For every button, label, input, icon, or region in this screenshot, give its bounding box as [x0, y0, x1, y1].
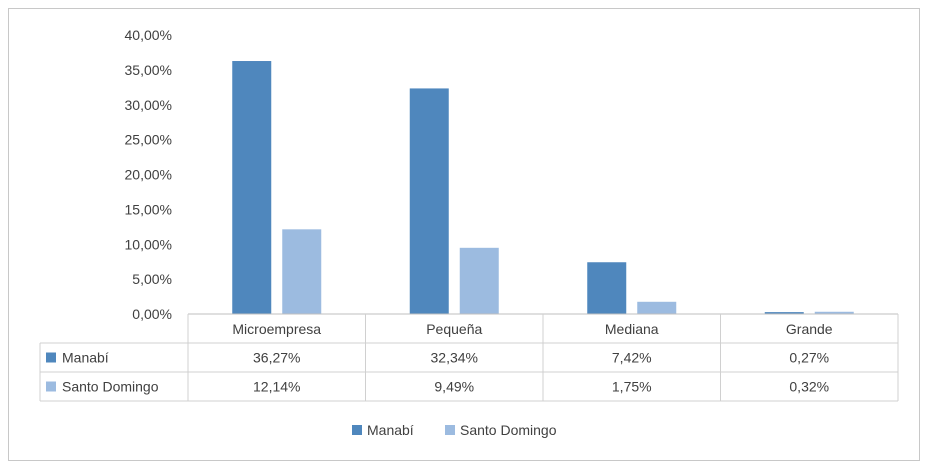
bar-santo-domingo	[814, 311, 854, 314]
legend-swatch	[352, 425, 362, 435]
y-tick-label: 25,00%	[125, 132, 172, 148]
bar-santo-domingo	[282, 229, 322, 314]
category-label: Mediana	[605, 321, 659, 337]
table-legend-key	[46, 352, 56, 363]
bar-manabi	[764, 312, 804, 314]
y-tick-label: 20,00%	[125, 167, 172, 183]
y-tick-label: 30,00%	[125, 97, 172, 113]
y-tick-label: 5,00%	[132, 271, 172, 287]
legend-label: Santo Domingo	[460, 422, 557, 438]
data-value: 7,42%	[612, 350, 652, 366]
y-tick-label: 40,00%	[125, 27, 172, 43]
series-label: Santo Domingo	[62, 379, 159, 395]
legend-swatch	[445, 425, 455, 435]
y-tick-label: 15,00%	[125, 201, 172, 217]
y-tick-label: 0,00%	[132, 306, 172, 322]
bar-manabi	[409, 88, 449, 314]
series-label: Manabí	[62, 350, 109, 366]
bar-manabi	[232, 61, 272, 314]
bar-santo-domingo	[459, 247, 499, 314]
category-label: Grande	[786, 321, 833, 337]
data-value: 36,27%	[253, 350, 300, 366]
data-value: 0,27%	[789, 350, 829, 366]
data-value: 12,14%	[253, 379, 300, 395]
data-value: 32,34%	[431, 350, 478, 366]
category-label: Microempresa	[232, 321, 321, 337]
category-label: Pequeña	[426, 321, 482, 337]
data-value: 9,49%	[434, 379, 474, 395]
bar-manabi	[587, 262, 627, 314]
data-value: 0,32%	[789, 379, 829, 395]
data-value: 1,75%	[612, 379, 652, 395]
y-tick-label: 10,00%	[125, 236, 172, 252]
table-legend-key	[46, 381, 56, 392]
legend-label: Manabí	[367, 422, 414, 438]
bar-santo-domingo	[637, 301, 677, 314]
chart-frame	[8, 8, 920, 461]
y-tick-label: 35,00%	[125, 62, 172, 78]
